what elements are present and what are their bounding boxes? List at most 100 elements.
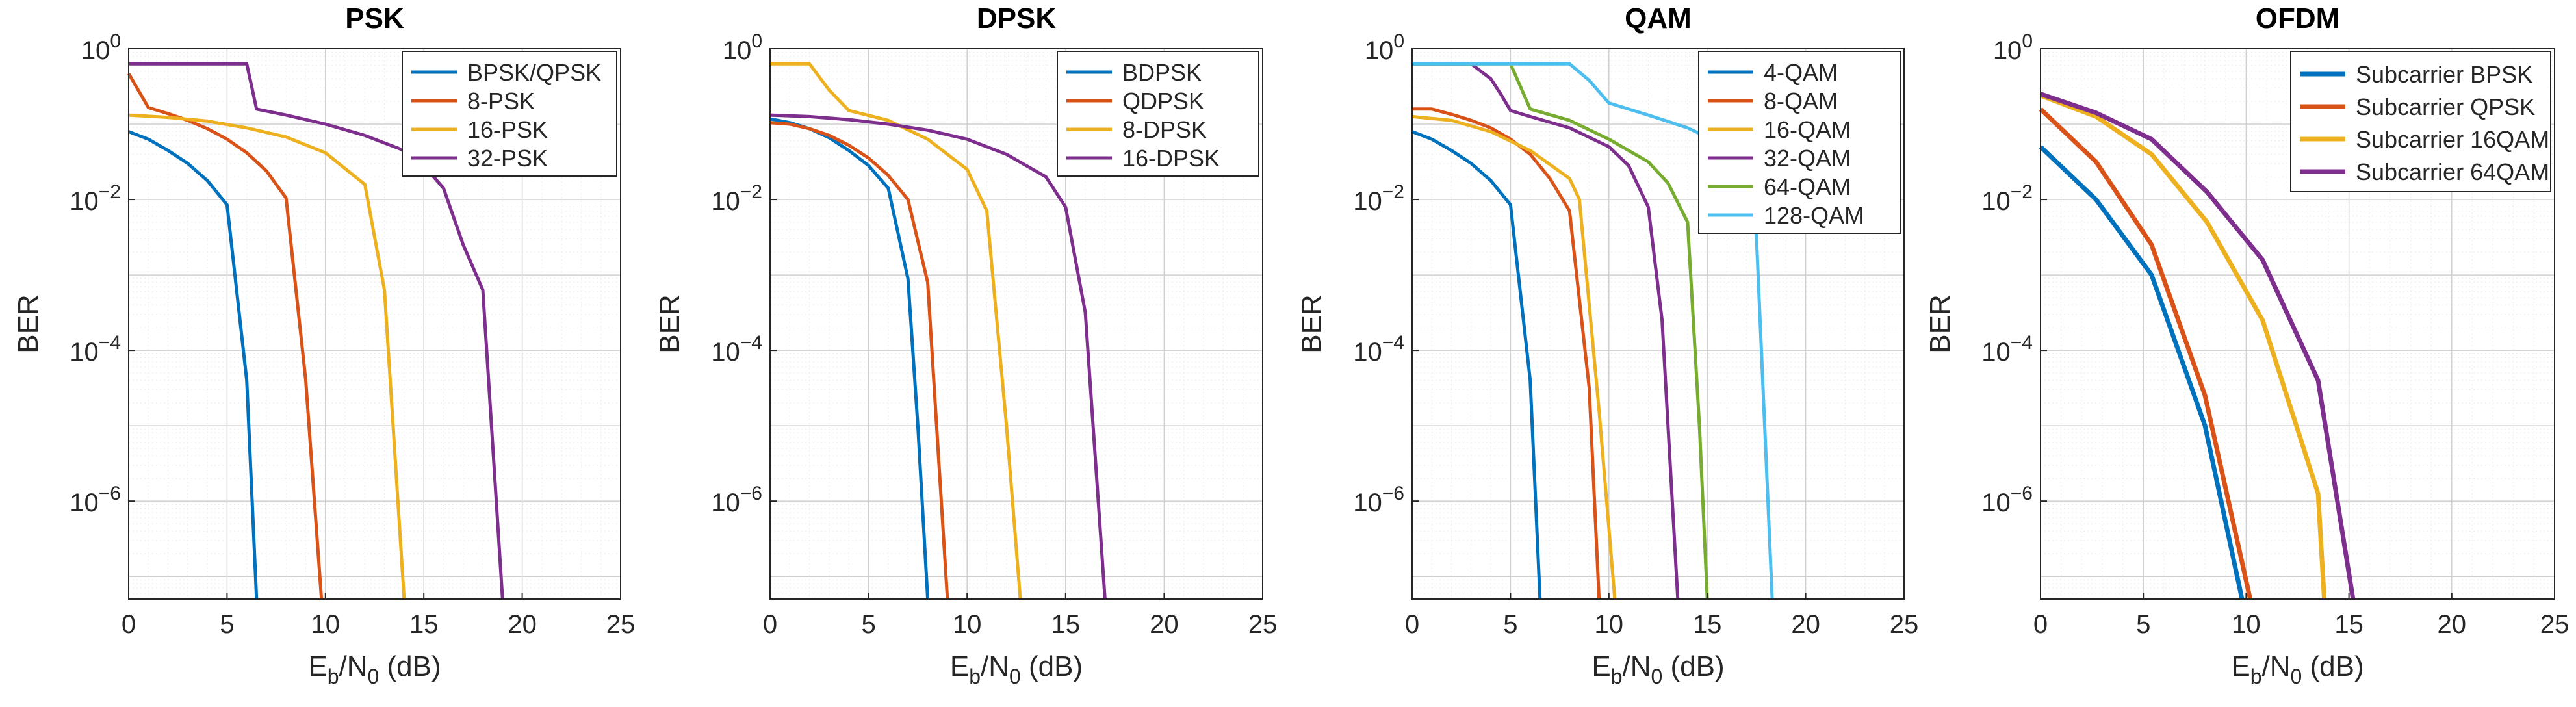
legend-entry: 32-PSK — [467, 145, 548, 172]
legend-entry: 128-QAM — [1764, 202, 1864, 229]
x-tick-label: 25 — [606, 610, 636, 639]
y-tick-label: 10−2 — [1353, 181, 1404, 216]
legend-entry: QDPSK — [1122, 88, 1204, 114]
x-tick-label: 0 — [1405, 610, 1419, 639]
axes-box — [1411, 48, 1905, 600]
chart-title: DPSK — [977, 3, 1056, 34]
legend-box — [1698, 51, 1901, 234]
legend-entry: 64-QAM — [1764, 174, 1851, 200]
series-line-4-qam — [1411, 130, 1542, 600]
legend-entry: 16-DPSK — [1122, 145, 1220, 172]
x-tick-label: 15 — [2334, 610, 2363, 639]
y-tick-label: 100 — [1993, 31, 2033, 65]
x-tick-label: 25 — [1890, 610, 1919, 639]
y-tick-label: 10−6 — [70, 483, 121, 517]
legend-entry: 16-PSK — [467, 116, 548, 143]
series-line-32-qam — [1412, 62, 1680, 600]
x-axis-label: Eb/N0 (dB) — [308, 650, 441, 688]
series-line-16-qam — [1411, 114, 1617, 600]
series-line-64-qam — [1412, 62, 1709, 600]
legend-entry: 8-QAM — [1764, 88, 1838, 114]
y-tick-label: 10−2 — [70, 181, 121, 216]
y-axis-label: BER — [12, 294, 44, 353]
y-tick-label: 10−2 — [1981, 181, 2033, 216]
y-axis-label: BER — [654, 294, 686, 353]
y-tick-label: 100 — [723, 31, 762, 65]
x-tick-label: 15 — [1051, 610, 1081, 639]
x-tick-label: 0 — [122, 610, 136, 639]
x-tick-label: 25 — [1248, 610, 1278, 639]
legend: Subcarrier BPSK Subcarrier QPSK Subcarrier… — [2290, 51, 2551, 192]
series-line-subcarrier-64qam — [2039, 92, 2356, 600]
chart-panel-ofdm: 0 5 10 15 20 25 100 10−2 10−4 10−6 OFDM Eb/N0 (dB) B… — [1924, 3, 2569, 688]
legend-entry: 4-QAM — [1764, 59, 1838, 86]
x-tick-label: 0 — [763, 610, 777, 639]
y-tick-label: 10−6 — [1353, 483, 1404, 517]
x-tick-label: 20 — [2438, 610, 2467, 639]
x-tick-label: 10 — [953, 610, 982, 639]
axes-box — [128, 48, 621, 600]
minor-grid — [1412, 49, 1904, 599]
x-tick-label: 0 — [2033, 610, 2048, 639]
chart-title: OFDM — [2256, 3, 2340, 34]
x-tick-label: 20 — [1150, 610, 1179, 639]
x-axis-label: Eb/N0 (dB) — [1591, 650, 1724, 688]
y-axis-label: BER — [1296, 294, 1328, 353]
x-tick-label: 15 — [1693, 610, 1722, 639]
series-line-32-psk — [129, 62, 504, 600]
y-tick-label: 10−4 — [711, 332, 762, 366]
legend-entry: 8-DPSK — [1122, 116, 1207, 143]
x-tick-label: 20 — [508, 610, 537, 639]
y-tick-label: 10−4 — [1981, 332, 2033, 366]
legend-entry: 8-PSK — [467, 88, 535, 114]
x-tick-label: 5 — [861, 610, 875, 639]
legend-entry: Subcarrier 64QAM — [2356, 159, 2549, 185]
x-tick-label: 10 — [1595, 610, 1624, 639]
y-axis-label: BER — [1924, 294, 1956, 353]
x-tick-label: 5 — [1503, 610, 1517, 639]
legend-entry: BPSK/QPSK — [467, 59, 601, 86]
series-line-8-qam — [1412, 107, 1601, 600]
series-line-bpsk-qpsk — [128, 130, 259, 600]
x-tick-label: 20 — [1791, 610, 1820, 639]
series-line-qdpsk — [769, 121, 949, 600]
x-tick-label: 25 — [2540, 610, 2570, 639]
series-line-bdpsk — [769, 117, 930, 600]
y-tick-label: 10−4 — [1353, 332, 1404, 366]
series-line-subcarrier-qpsk — [2039, 107, 2253, 600]
legend-entry: BDPSK — [1122, 59, 1202, 86]
chart-panel-psk: 0 5 10 15 20 25 100 10−2 10−4 10−6 PSK Eb/N0 (dB) BE… — [12, 3, 635, 688]
legend-entry: Subcarrier 16QAM — [2356, 126, 2549, 153]
series-line-16-psk — [128, 113, 406, 600]
series-line-16-dpsk — [769, 113, 1107, 600]
chart-panel-dpsk: 0 5 10 15 20 25 100 10−2 10−4 10−6 DPSK Eb/N0 (dB) B… — [654, 3, 1277, 688]
chart-title: QAM — [1625, 3, 1692, 34]
axes-box — [769, 48, 1263, 600]
series-line-subcarrier-16qam — [2039, 93, 2327, 600]
legend-entry: Subcarrier QPSK — [2356, 94, 2535, 120]
y-tick-label: 10−6 — [711, 483, 762, 517]
chart-title: PSK — [345, 3, 404, 34]
x-tick-label: 10 — [2232, 610, 2261, 639]
x-tick-label: 15 — [409, 610, 439, 639]
x-axis-label: Eb/N0 (dB) — [2231, 650, 2363, 688]
legend-entry: 16-QAM — [1764, 116, 1851, 143]
series-line-8-psk — [127, 73, 324, 600]
x-tick-label: 5 — [220, 610, 234, 639]
series-line-subcarrier-bpsk — [2039, 145, 2245, 600]
y-tick-label: 100 — [81, 31, 121, 65]
chart-panel-qam: 0 5 10 15 20 25 100 10−2 10−4 10−6 QAM Eb/N0 (dB) BE… — [1296, 3, 1918, 688]
legend-entry: 32-QAM — [1764, 145, 1851, 172]
axes-box — [2040, 48, 2555, 600]
y-tick-label: 100 — [1365, 31, 1404, 65]
y-tick-label: 10−4 — [70, 332, 121, 366]
x-tick-label: 10 — [311, 610, 341, 639]
y-tick-label: 10−6 — [1981, 483, 2033, 517]
y-tick-label: 10−2 — [711, 181, 762, 216]
series-line-8-dpsk — [770, 62, 1022, 600]
x-axis-label: Eb/N0 (dB) — [950, 650, 1083, 688]
